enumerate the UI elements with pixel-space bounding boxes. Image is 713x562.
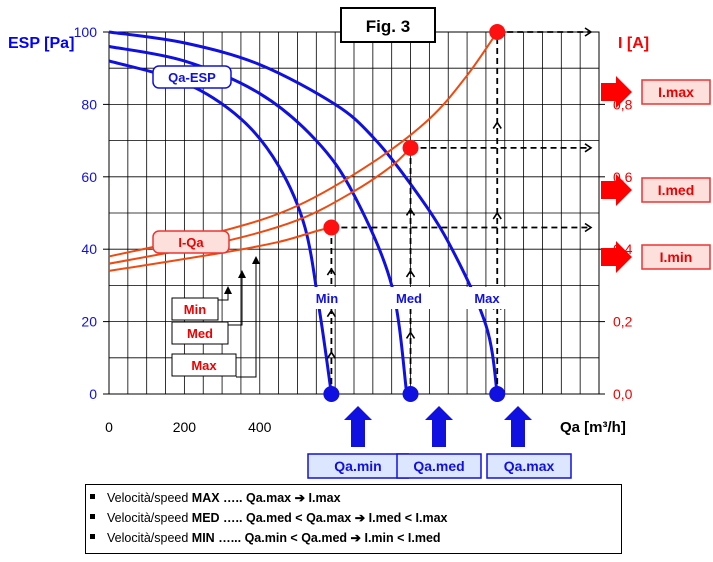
operating-point-qa-max (489, 386, 506, 402)
legend-rule: ….. Qa.max ➔ I.max (219, 491, 341, 505)
left-tick-label: 40 (81, 241, 97, 257)
legend-prefix: Velocità/speed (107, 491, 192, 505)
flow-tags: Qa.min Qa.med Qa.max (307, 400, 572, 479)
legend-rule: ….. Qa.med < Qa.max ➔ I.med < I.max (219, 511, 448, 525)
right-axis-title: I [A] (618, 35, 649, 52)
left-axis-title: ESP [Pa] (8, 35, 74, 52)
left-tick-label: 80 (81, 96, 97, 112)
legend-prefix: Velocità/speed (107, 531, 192, 545)
bullet-icon (90, 514, 95, 520)
figure-svg: ESP [Pa] I [A] Qa [m³/h] Fig. 3 0 20 40 60 8… (8, 7, 711, 479)
legend-speed: MAX (191, 491, 220, 505)
arrow-up-icon (405, 269, 416, 278)
legend-speed: MIN (191, 531, 215, 545)
fig-label: Fig. 3 (366, 17, 410, 36)
speed-tag-min: Min (184, 302, 206, 317)
arrow-right-icon (584, 27, 593, 37)
fig-label-box (340, 7, 436, 43)
i-qa-tag: I-Qa (178, 235, 204, 250)
legend-speed: MED (191, 511, 220, 525)
current-curve-min (108, 226, 332, 272)
arrow-right-icon (584, 222, 593, 233)
right-tick-label: 0,2 (613, 314, 633, 330)
operating-point-i-med (402, 139, 419, 156)
legend-line-min: Velocità/speed MIN …... Qa.min < Qa.med … (90, 530, 441, 545)
arrow-up-icon (492, 121, 502, 129)
speed-tag-med: Med (187, 326, 213, 341)
speed-tag-max: Max (191, 358, 217, 373)
right-tick-label: 0,0 (613, 386, 633, 402)
legend-rule: …... Qa.min < Qa.med ➔ I.min < I.med (214, 531, 441, 545)
esp-tag-min: Min (316, 291, 338, 306)
x-tick-label: 400 (248, 419, 272, 435)
x-tick-label: 0 (105, 419, 113, 435)
qa-esp-tag-box (152, 65, 232, 89)
arrows (326, 27, 593, 394)
legend-prefix: Velocità/speed (107, 511, 192, 525)
operating-point-i-max (489, 24, 506, 40)
arrow-up-icon (492, 211, 502, 220)
left-tick-label: 60 (81, 169, 97, 185)
esp-tag-max: Max (474, 291, 500, 306)
legend-box: Velocità/speed MAX ….. Qa.max ➔ I.max Ve… (85, 484, 622, 554)
operating-point-qa-med (402, 386, 419, 402)
legend-line-med: Velocità/speed MED ….. Qa.med < Qa.max ➔… (90, 510, 448, 525)
arrow-up-icon (326, 309, 337, 318)
markers (323, 24, 506, 402)
esp-speed-tags: Min Med Max (303, 287, 511, 309)
esp-tag-med: Med (396, 291, 422, 306)
operating-point-i-min (323, 219, 340, 236)
arrow-up-icon (326, 267, 337, 276)
tag-qa-min: Qa.min (334, 458, 381, 474)
tag-qa-med: Qa.med (413, 458, 464, 474)
arrow-up-icon (326, 350, 337, 359)
tag-qa-max: Qa.max (504, 458, 555, 474)
arrow-up-icon (405, 207, 416, 216)
operating-point-qa-min (323, 386, 340, 402)
arrow-up-icon (405, 331, 416, 339)
arrow-right-icon (584, 143, 593, 153)
left-tick-label: 0 (89, 386, 97, 402)
tag-i-min: I.min (660, 249, 693, 265)
bullet-icon (90, 494, 95, 500)
qa-esp-tag: Qa-ESP (168, 70, 216, 85)
tag-i-med: I.med (658, 182, 695, 198)
bullet-icon (90, 534, 95, 540)
speed-tag-group: Min Med Max (171, 256, 260, 378)
grid (109, 32, 599, 394)
tag-i-max: I.max (658, 84, 694, 100)
current-tags: I.max I.med I.min (601, 76, 711, 273)
left-tick-label: 100 (74, 24, 98, 40)
legend-line-max: Velocità/speed MAX ….. Qa.max ➔ I.max (90, 490, 341, 505)
x-axis-title: Qa [m³/h] (560, 419, 626, 436)
i-qa-tag-box (152, 230, 230, 254)
left-tick-label: 20 (81, 314, 97, 330)
x-tick-label: 200 (173, 419, 197, 435)
